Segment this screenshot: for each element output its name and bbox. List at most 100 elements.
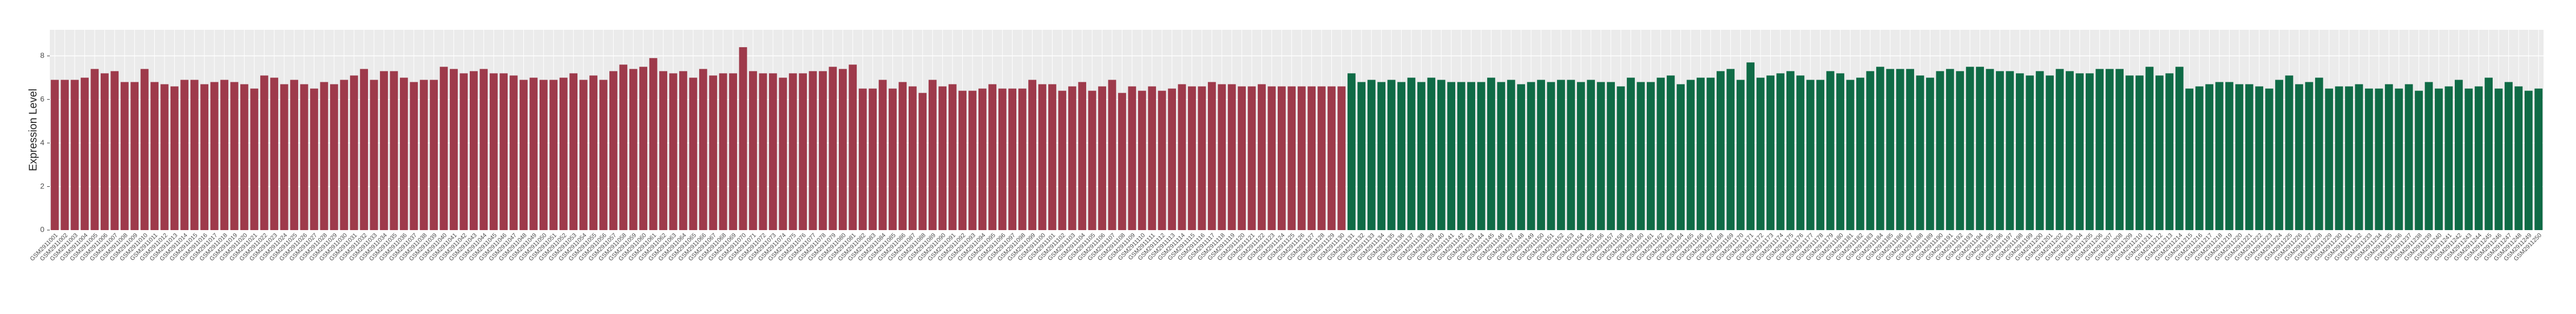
bar [1627, 77, 1635, 230]
bar [170, 86, 179, 230]
bar [1138, 90, 1146, 230]
bar [2105, 69, 2114, 231]
bar [220, 80, 228, 230]
bar [2245, 84, 2253, 231]
bar [1467, 82, 1475, 231]
bar [2524, 90, 2533, 230]
bar [1697, 77, 1705, 230]
bar [978, 88, 987, 230]
bar [2235, 84, 2244, 231]
bar [559, 77, 568, 230]
bar [70, 80, 79, 230]
bar [679, 71, 687, 231]
bar [958, 90, 967, 230]
y-tick-label: 6 [40, 94, 44, 103]
bar [1726, 69, 1735, 231]
bar [2055, 69, 2064, 231]
bar [569, 73, 578, 230]
bar [2465, 88, 2473, 230]
bar [1677, 84, 1685, 231]
bar [2215, 82, 2224, 231]
bar [469, 71, 478, 231]
bar [1008, 88, 1017, 230]
bar [529, 77, 538, 230]
bar [1846, 80, 1855, 230]
bar [1058, 90, 1067, 230]
bar [639, 67, 648, 230]
bar [2395, 88, 2403, 230]
bar [2035, 71, 2044, 231]
bar [988, 84, 997, 231]
bar [1646, 82, 1655, 231]
bar [1557, 80, 1565, 230]
bar [1198, 86, 1206, 230]
bar [2315, 77, 2323, 230]
bar [1607, 82, 1615, 231]
bar [799, 73, 807, 230]
bar [1587, 80, 1595, 230]
bar [2275, 80, 2283, 230]
bar [2155, 75, 2164, 230]
bar [869, 88, 877, 230]
bar [1178, 84, 1186, 231]
bar [1936, 71, 1944, 231]
bar [459, 73, 468, 230]
bar [1517, 84, 1526, 231]
bar [1168, 88, 1176, 230]
bar [2085, 73, 2094, 230]
bar [2046, 75, 2054, 230]
bar [370, 80, 378, 230]
bar [829, 67, 837, 230]
bar [1118, 93, 1126, 230]
bar [2494, 88, 2503, 230]
bar [330, 84, 338, 231]
bar [1038, 84, 1047, 231]
bar [709, 75, 718, 230]
bar [749, 71, 757, 231]
bar [1836, 73, 1844, 230]
bar [2145, 67, 2154, 230]
bar [450, 69, 458, 231]
bar [300, 84, 308, 231]
bar [1786, 71, 1795, 231]
bar [1218, 84, 1226, 231]
bar [1956, 71, 1964, 231]
bar [1128, 86, 1136, 230]
bar [1258, 84, 1266, 231]
bar [2205, 84, 2213, 231]
bar [1576, 82, 1585, 231]
bar [180, 80, 189, 230]
bar [1616, 86, 1625, 230]
bar [1876, 67, 1884, 230]
bar [2285, 75, 2294, 230]
bar [2265, 88, 2273, 230]
bar [1337, 86, 1346, 230]
bar [1926, 77, 1934, 230]
bar [1706, 77, 1715, 230]
bar [1756, 77, 1765, 230]
bar [948, 84, 957, 231]
bar [1277, 86, 1286, 230]
bar [1637, 82, 1645, 231]
bar [908, 86, 917, 230]
bar [579, 80, 588, 230]
bar [1028, 80, 1036, 230]
bar [2485, 77, 2493, 230]
bar [1387, 80, 1396, 230]
bar [1776, 73, 1785, 230]
bar [160, 84, 169, 231]
bar [1547, 82, 1555, 231]
bar [1716, 71, 1725, 231]
bar [2384, 84, 2393, 231]
bar [1287, 86, 1296, 230]
bar [419, 80, 428, 230]
bar [1976, 67, 1984, 230]
bar [1457, 82, 1466, 231]
bar [340, 80, 349, 230]
bar [1227, 84, 1236, 231]
bar [849, 64, 857, 230]
bar [669, 73, 678, 230]
bar [1108, 80, 1116, 230]
bar [270, 77, 279, 230]
bar [2225, 82, 2233, 231]
